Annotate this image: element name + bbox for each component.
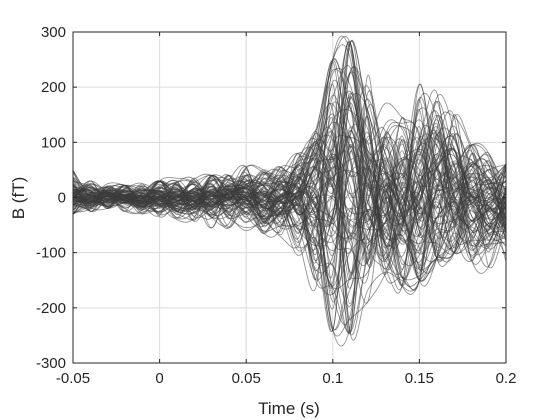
y-axis-label: B (fT) — [9, 177, 28, 220]
traces — [72, 35, 507, 347]
trace-line — [72, 125, 507, 336]
y-tick-label: 100 — [41, 134, 66, 151]
y-tick-label: -300 — [36, 355, 66, 372]
trace-line — [72, 90, 507, 281]
trace-line — [72, 139, 507, 256]
trace-line — [72, 103, 507, 260]
trace-line — [72, 144, 507, 334]
y-tick-label: 200 — [41, 79, 66, 96]
trace-line — [72, 39, 507, 226]
y-tick-label: -100 — [36, 245, 66, 262]
y-tick-label: 300 — [41, 24, 66, 41]
trace-line — [72, 126, 507, 281]
trace-line — [72, 147, 507, 292]
y-tick-label: 0 — [58, 190, 66, 207]
x-tick-label: 0 — [155, 370, 163, 387]
trace-line — [72, 149, 507, 333]
y-tick-label: -200 — [36, 300, 66, 317]
trace-line — [72, 42, 507, 292]
trace-line — [72, 102, 507, 267]
trace-line — [72, 61, 507, 287]
ticks: -0.05 0 0.05 0.1 0.15 0.2 -300 -200 -100 0 100 200 3… — [36, 24, 516, 387]
x-axis-label: Time (s) — [258, 399, 320, 418]
trace-line — [72, 65, 507, 239]
trace-line — [72, 65, 507, 269]
x-tick-label: -0.05 — [56, 370, 90, 387]
x-tick-label: 0.15 — [405, 370, 434, 387]
x-tick-label: 0.2 — [496, 370, 517, 387]
x-tick-label: 0.1 — [322, 370, 343, 387]
x-tick-label: 0.05 — [232, 370, 261, 387]
trace-line — [72, 129, 507, 271]
